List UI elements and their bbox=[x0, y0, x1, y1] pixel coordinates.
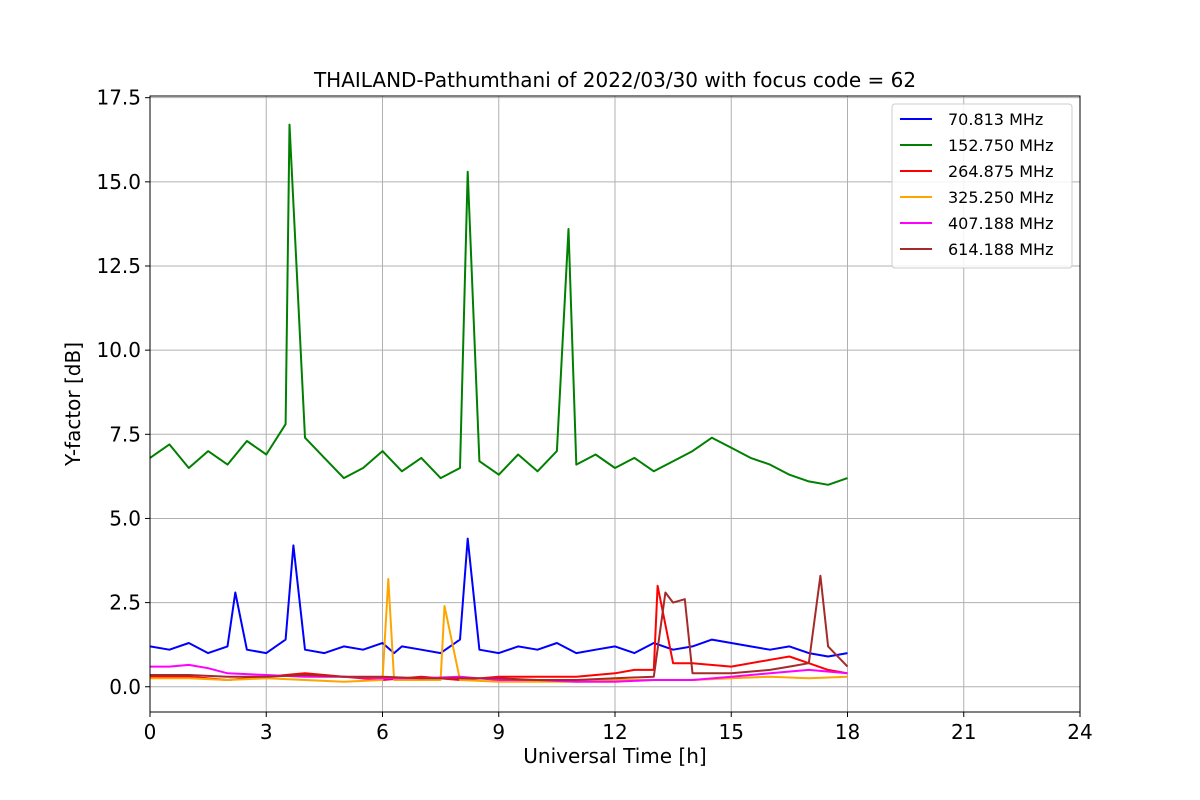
legend-label-3: 325.250 MHz bbox=[948, 188, 1053, 207]
y-axis: 0.0 2.5 5.0 7.5 10.0 12.5 15.0 17.5 bbox=[96, 86, 150, 699]
legend-label-2: 264.875 MHz bbox=[948, 162, 1053, 181]
series-line-5 bbox=[150, 574, 849, 681]
y-tick-label-0: 0.0 bbox=[109, 675, 141, 699]
x-axis: 0 3 6 9 12 15 18 21 24 bbox=[144, 712, 1093, 744]
series-line-0 bbox=[149, 537, 848, 658]
x-axis-label: Universal Time [h] bbox=[523, 744, 706, 768]
legend: 70.813 MHz 152.750 MHz 264.875 MHz 325.250 … bbox=[891, 103, 1073, 269]
y-tick-label-6: 15.0 bbox=[96, 170, 141, 194]
x-tick-label-0: 0 bbox=[144, 720, 157, 744]
y-tick-label-1: 2.5 bbox=[109, 591, 141, 615]
series-line-2 bbox=[150, 584, 848, 681]
y-tick-label-7: 17.5 bbox=[96, 86, 141, 110]
legend-label-1: 152.750 MHz bbox=[948, 136, 1053, 155]
series-line-1 bbox=[149, 123, 848, 486]
x-tick-label-6: 18 bbox=[835, 720, 860, 744]
x-tick-label-2: 6 bbox=[376, 720, 389, 744]
y-tick-label-3: 7.5 bbox=[109, 422, 141, 446]
y-tick-label-4: 10.0 bbox=[96, 338, 141, 362]
y-tick-label-5: 12.5 bbox=[96, 254, 141, 278]
legend-box bbox=[891, 103, 1073, 269]
series-line-4 bbox=[150, 663, 848, 683]
y-tick-label-2: 5.0 bbox=[109, 506, 141, 530]
x-tick-label-3: 9 bbox=[492, 720, 505, 744]
legend-label-4: 407.188 MHz bbox=[948, 214, 1053, 233]
x-tick-label-7: 21 bbox=[951, 720, 976, 744]
plot-lines bbox=[149, 123, 849, 683]
legend-label-0: 70.813 MHz bbox=[948, 110, 1043, 129]
x-tick-label-1: 3 bbox=[260, 720, 273, 744]
y-axis-label: Y-factor [dB] bbox=[61, 342, 85, 467]
x-tick-label-8: 24 bbox=[1067, 720, 1092, 744]
legend-label-5: 614.188 MHz bbox=[948, 240, 1053, 259]
x-tick-label-4: 12 bbox=[602, 720, 627, 744]
chart-title: THAILAND-Pathumthani of 2022/03/30 with … bbox=[313, 68, 916, 92]
x-tick-label-5: 15 bbox=[719, 720, 744, 744]
